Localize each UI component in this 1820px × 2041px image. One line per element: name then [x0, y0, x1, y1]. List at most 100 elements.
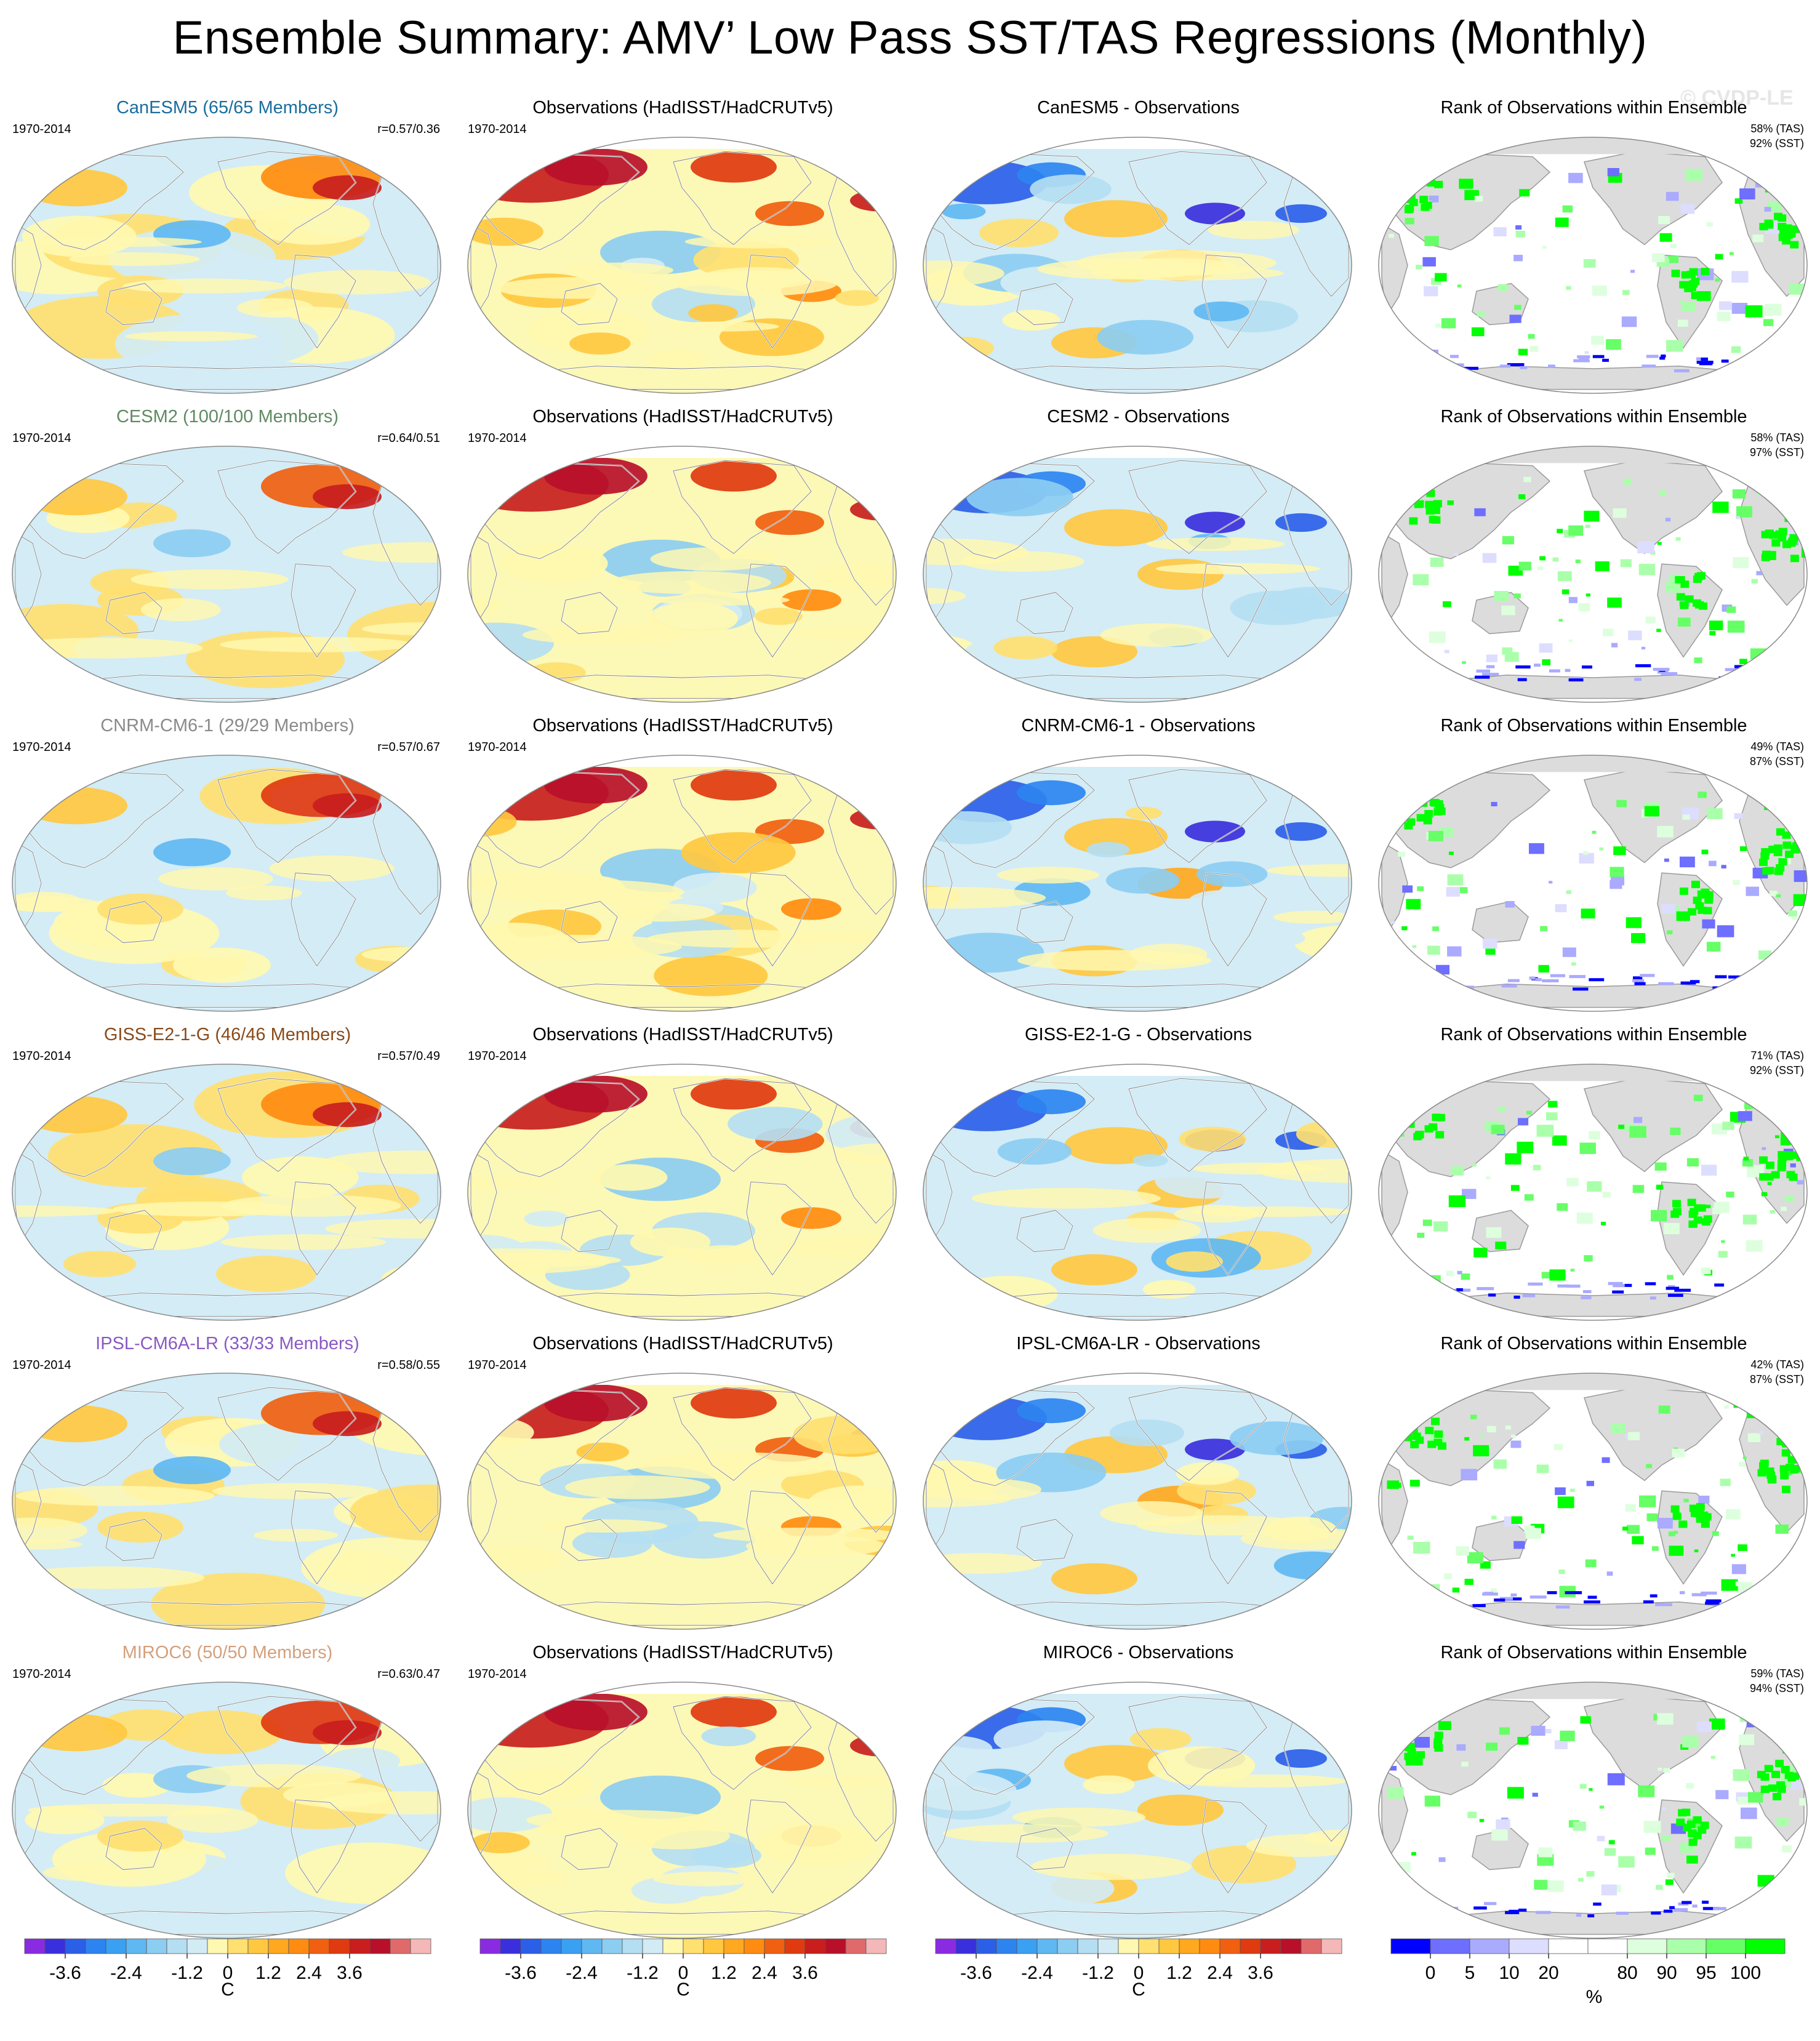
- colorbar-swatch: [186, 1938, 208, 1954]
- period-label: 1970-2014: [12, 1667, 71, 1681]
- sst-percent: 87% (SST): [1749, 755, 1804, 768]
- difference-title: MIROC6 - Observations: [1043, 1643, 1234, 1662]
- pattern-correlation: r=0.57/0.49: [377, 1049, 440, 1063]
- colorbar-swatch: [601, 1938, 623, 1954]
- colorbar-swatches: -3.6 -2.4 -1.2 0 1.2 2.4 3.6: [935, 1938, 1342, 1983]
- rank-map: [1378, 1373, 1808, 1630]
- sst-percent: 94% (SST): [1749, 1682, 1804, 1694]
- colorbar-difference: -3.6 -2.4 -1.2 0 1.2 2.4 3.6 C: [911, 1933, 1366, 2025]
- rank-map: [1378, 137, 1808, 394]
- rank-percentages: 59% (TAS) 94% (SST): [1750, 1666, 1804, 1696]
- colorbar-swatch: [581, 1938, 603, 1954]
- panel-rank-3: Rank of Observations within Ensemble 71% …: [1366, 1022, 1820, 1330]
- colorbar-swatch: [703, 1938, 724, 1954]
- colorbar-tick-label: -1.2: [1082, 1963, 1114, 1983]
- colorbar-swatch: [1280, 1938, 1302, 1954]
- colorbar-swatch: [1097, 1938, 1119, 1954]
- pattern-correlation: r=0.57/0.36: [377, 122, 440, 136]
- model-map: [12, 137, 441, 394]
- panel-model-2: CNRM-CM6-1 (29/29 Members) 1970-2014 r=0.5…: [0, 713, 455, 1021]
- colorbar-tick-label: -1.2: [627, 1963, 659, 1983]
- colorbar-swatch: [390, 1938, 411, 1954]
- rank-title: Rank of Observations within Ensemble: [1440, 407, 1747, 427]
- colorbar-tick-label: 0: [678, 1963, 689, 1983]
- pattern-correlation: r=0.58/0.55: [377, 1358, 440, 1372]
- colorbar-swatch: [642, 1938, 663, 1954]
- period-label: 1970-2014: [468, 740, 527, 754]
- diff-map: [923, 137, 1352, 394]
- panel-obs-4: Observations (HadISST/HadCRUTv5) 1970-201…: [455, 1331, 910, 1639]
- difference-title: IPSL-CM6A-LR - Observations: [1016, 1334, 1261, 1353]
- panel-obs-5: Observations (HadISST/HadCRUTv5) 1970-201…: [455, 1640, 910, 1948]
- colorbar-swatch: [825, 1938, 846, 1954]
- rank-title: Rank of Observations within Ensemble: [1440, 1643, 1747, 1662]
- colorbar-swatch: [1706, 1938, 1746, 1954]
- colorbar-tick-label: 3.6: [792, 1963, 818, 1983]
- difference-title: CESM2 - Observations: [1047, 407, 1230, 427]
- panel-diff-2: CNRM-CM6-1 - Observations: [911, 713, 1366, 1021]
- panel-rank-5: Rank of Observations within Ensemble 59% …: [1366, 1640, 1820, 1948]
- colorbar-swatch: [126, 1938, 147, 1954]
- colorbar-unit: C: [1132, 1979, 1145, 2000]
- panel-model-3: GISS-E2-1-G (46/46 Members) 1970-2014 r=0.…: [0, 1022, 455, 1330]
- colorbar-swatch: [955, 1938, 977, 1954]
- colorbar-swatch: [44, 1938, 66, 1954]
- model-map: [12, 1373, 441, 1630]
- panel-diff-0: CanESM5 - Observations: [911, 95, 1366, 403]
- colorbar-swatches: 0 5 10 20 80 90 95 100: [1390, 1938, 1786, 1983]
- period-label: 1970-2014: [468, 122, 527, 136]
- colorbar-swatch: [500, 1938, 521, 1954]
- model-title: CNRM-CM6-1 (29/29 Members): [100, 716, 355, 736]
- period-label: 1970-2014: [12, 740, 71, 754]
- colorbar-swatch: [1016, 1938, 1038, 1954]
- panel-obs-0: Observations (HadISST/HadCRUTv5) 1970-201…: [455, 95, 910, 403]
- colorbar-tick-label: 100: [1730, 1963, 1761, 1983]
- colorbar-swatch: [1036, 1938, 1058, 1954]
- colorbar-swatch: [683, 1938, 704, 1954]
- diff-map: [923, 1682, 1352, 1939]
- panel-model-4: IPSL-CM6A-LR (33/33 Members) 1970-2014 r=0…: [0, 1331, 455, 1639]
- colorbar-tick-label: -2.4: [566, 1963, 598, 1983]
- colorbar-tick-label: 95: [1696, 1963, 1716, 1983]
- period-label: 1970-2014: [468, 431, 527, 445]
- sst-percent: 97% (SST): [1749, 446, 1804, 459]
- model-title: CanESM5 (65/65 Members): [116, 98, 339, 118]
- rank-map: [1378, 1682, 1808, 1939]
- colorbar-tick-label: 3.6: [337, 1963, 363, 1983]
- rank-map: [1378, 755, 1808, 1012]
- colorbar-swatch: [1430, 1938, 1470, 1954]
- panel-obs-2: Observations (HadISST/HadCRUTv5) 1970-201…: [455, 713, 910, 1021]
- panel-rank-2: Rank of Observations within Ensemble 49% …: [1366, 713, 1820, 1021]
- colorbar-swatch: [1301, 1938, 1322, 1954]
- colorbar-swatch: [540, 1938, 562, 1954]
- model-map: [12, 446, 441, 703]
- difference-title: CNRM-CM6-1 - Observations: [1021, 716, 1256, 736]
- colorbar-swatch: [1390, 1938, 1431, 1954]
- panel-diff-3: GISS-E2-1-G - Observations: [911, 1022, 1366, 1330]
- colorbar-tick-label: -3.6: [505, 1963, 537, 1983]
- colorbar-swatch: [308, 1938, 330, 1954]
- colorbar-swatch: [1587, 1938, 1628, 1954]
- observations-title: Observations (HadISST/HadCRUTv5): [532, 716, 833, 736]
- colorbar-swatch: [784, 1938, 806, 1954]
- panel-model-1: CESM2 (100/100 Members) 1970-2014 r=0.64/0…: [0, 404, 455, 712]
- colorbar-tick-label: 1.2: [1166, 1963, 1192, 1983]
- colorbar-swatch: [1240, 1938, 1261, 1954]
- tas-percent: 49% (TAS): [1750, 740, 1804, 753]
- figure-title: Ensemble Summary: AMV’ Low Pass SST/TAS …: [172, 12, 1648, 64]
- colorbar-tick-label: 1.2: [255, 1963, 281, 1983]
- colorbar-tick-label: 2.4: [752, 1963, 777, 1983]
- rank-title: Rank of Observations within Ensemble: [1440, 716, 1747, 736]
- colorbar-swatch: [1057, 1938, 1078, 1954]
- colorbar-swatch: [1469, 1938, 1510, 1954]
- colorbar-swatch: [288, 1938, 310, 1954]
- observations-title: Observations (HadISST/HadCRUTv5): [532, 407, 833, 427]
- colorbar-tick-label: -1.2: [171, 1963, 203, 1983]
- colorbar-swatch: [329, 1938, 350, 1954]
- rank-percentages: 49% (TAS) 87% (SST): [1750, 739, 1804, 769]
- colorbar-swatch: [479, 1938, 501, 1954]
- colorbar-unit: C: [221, 1979, 235, 2000]
- pattern-correlation: r=0.63/0.47: [377, 1667, 440, 1681]
- colorbar-unit: C: [676, 1979, 690, 2000]
- colorbar-tick-label: 0: [1425, 1963, 1436, 1983]
